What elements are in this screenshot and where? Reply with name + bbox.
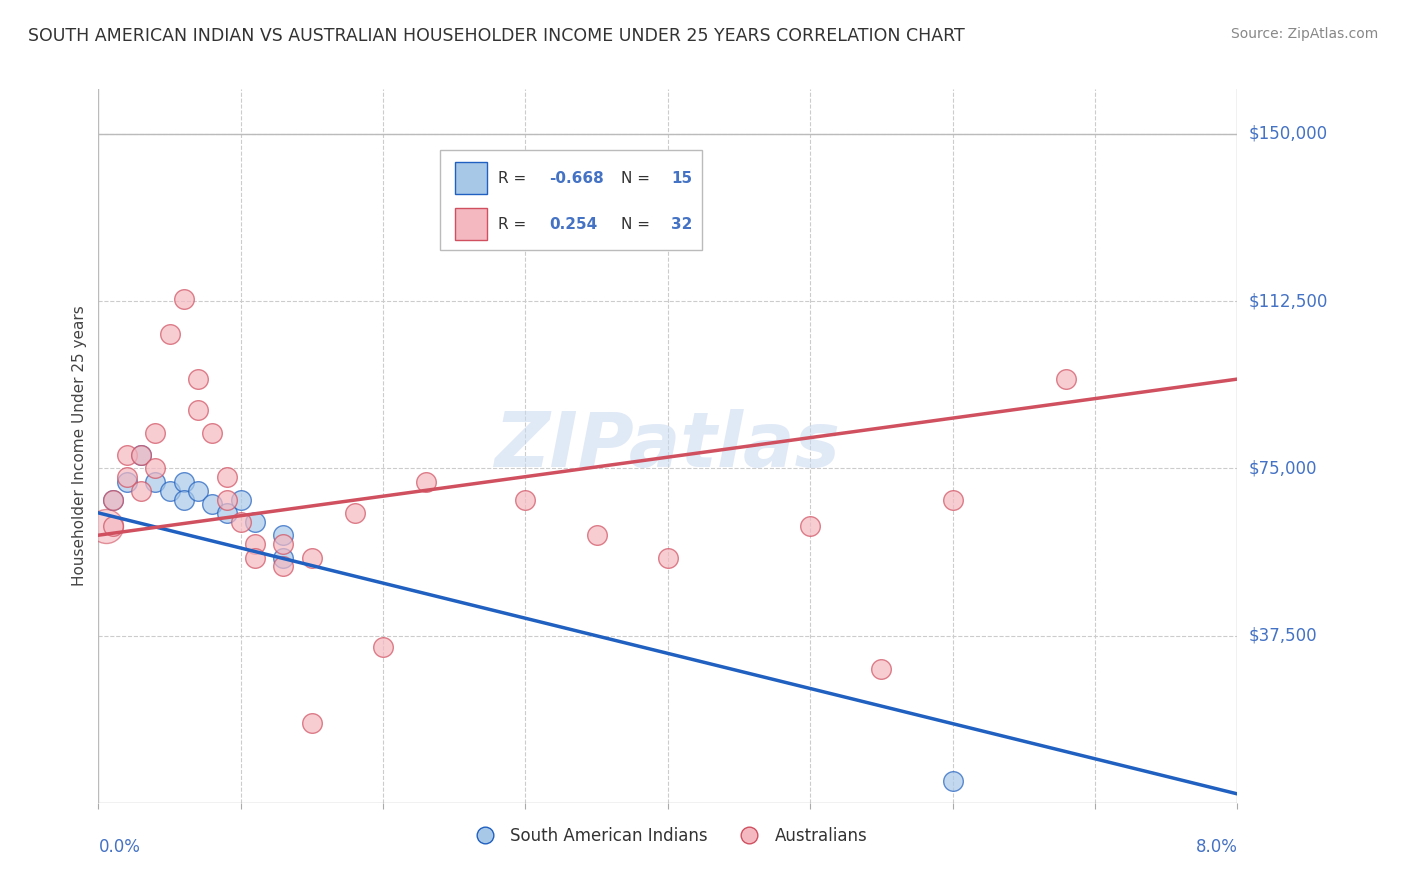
Text: 0.0%: 0.0% [98, 838, 141, 855]
Text: $150,000: $150,000 [1249, 125, 1327, 143]
Text: N =: N = [621, 170, 655, 186]
Point [415, 475, 437, 489]
Point [215, 506, 238, 520]
Text: 32: 32 [671, 217, 693, 232]
Point [187, 403, 209, 417]
Point [201, 425, 224, 440]
Point [129, 483, 152, 498]
Point [115, 470, 138, 484]
Point [101, 519, 124, 533]
Y-axis label: Householder Income Under 25 years: Householder Income Under 25 years [72, 306, 87, 586]
Point [515, 492, 537, 507]
FancyBboxPatch shape [440, 150, 702, 250]
Text: SOUTH AMERICAN INDIAN VS AUSTRALIAN HOUSEHOLDER INCOME UNDER 25 YEARS CORRELATIO: SOUTH AMERICAN INDIAN VS AUSTRALIAN HOUS… [28, 27, 965, 45]
Point [799, 519, 821, 533]
Point [187, 483, 209, 498]
Point [870, 662, 893, 676]
Point [173, 475, 195, 489]
Point [201, 497, 224, 511]
Point [145, 475, 167, 489]
Point [942, 492, 965, 507]
Point [301, 715, 323, 730]
Point [273, 559, 295, 574]
Text: R =: R = [498, 217, 531, 232]
Point [159, 483, 181, 498]
Text: $37,500: $37,500 [1249, 626, 1317, 645]
Text: R =: R = [498, 170, 531, 186]
Text: 0.254: 0.254 [550, 217, 598, 232]
Bar [456, 162, 486, 194]
Point [173, 492, 195, 507]
Point [101, 492, 124, 507]
Point [1056, 372, 1078, 386]
Point [657, 550, 679, 565]
Text: ZIPatlas: ZIPatlas [495, 409, 841, 483]
Point [942, 773, 965, 788]
Point [343, 506, 366, 520]
Point [173, 292, 195, 306]
Text: -0.668: -0.668 [550, 170, 605, 186]
Point [115, 448, 138, 462]
Point [115, 475, 138, 489]
Point [243, 550, 266, 565]
Point [273, 528, 295, 542]
Point [273, 550, 295, 565]
Point [215, 470, 238, 484]
Text: Source: ZipAtlas.com: Source: ZipAtlas.com [1230, 27, 1378, 41]
Point [129, 448, 152, 462]
Point [129, 448, 152, 462]
Text: $75,000: $75,000 [1249, 459, 1317, 477]
Point [145, 461, 167, 475]
Point [159, 327, 181, 342]
Text: N =: N = [621, 217, 655, 232]
Point [215, 492, 238, 507]
Text: 8.0%: 8.0% [1195, 838, 1237, 855]
Bar [456, 209, 486, 241]
Point [145, 425, 167, 440]
Point [243, 537, 266, 551]
Legend: South American Indians, Australians: South American Indians, Australians [461, 821, 875, 852]
Point [243, 515, 266, 529]
Point [94, 519, 117, 533]
Point [229, 492, 252, 507]
Point [273, 537, 295, 551]
Point [229, 515, 252, 529]
Point [187, 372, 209, 386]
Point [371, 640, 394, 654]
Point [585, 528, 607, 542]
Text: $112,500: $112,500 [1249, 292, 1327, 310]
Point [101, 492, 124, 507]
Point [301, 550, 323, 565]
Text: 15: 15 [671, 170, 692, 186]
